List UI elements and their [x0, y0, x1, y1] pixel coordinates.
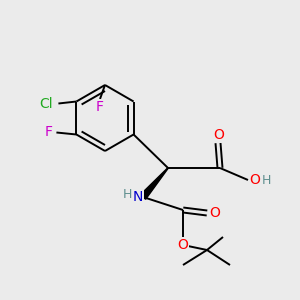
Text: O: O [214, 128, 224, 142]
Polygon shape [140, 168, 168, 199]
Text: N: N [133, 190, 143, 204]
Text: F: F [96, 100, 104, 114]
Text: H: H [261, 173, 271, 187]
Text: O: O [210, 206, 220, 220]
Text: H: H [122, 188, 132, 202]
Text: Cl: Cl [40, 97, 53, 110]
Text: O: O [178, 238, 188, 252]
Text: F: F [44, 125, 52, 140]
Text: O: O [250, 173, 260, 187]
